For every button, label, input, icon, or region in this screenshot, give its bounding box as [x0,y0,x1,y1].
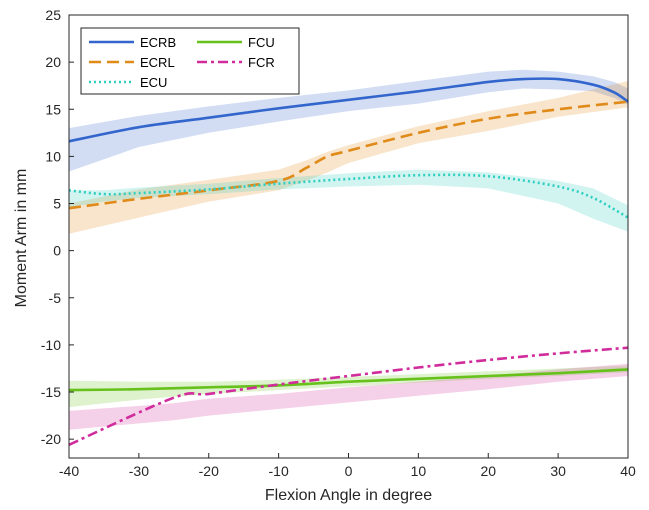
legend-label-fcr: FCR [248,55,275,70]
x-tick-label: 30 [550,463,566,479]
y-tick-label: 15 [45,101,61,117]
series-line-ecu [68,173,629,219]
x-tick-label: 20 [480,463,496,479]
y-tick-label: 20 [45,54,61,70]
y-axis-label: Moment Arm in mm [13,169,30,308]
band-fcr [69,363,628,430]
x-tick-label: -20 [199,463,219,479]
x-tick-label: -10 [269,463,289,479]
series-line-fcr [68,346,629,446]
y-tick-label: 5 [53,196,61,212]
legend-label-ecrl: ECRL [140,55,175,70]
y-tick-label: -15 [41,384,61,400]
legend: ECRB FCU ECRL FCR ECU [80,27,300,95]
y-axis-ticks: 25 20 15 10 5 0 -5 -10 -15 -20 [41,7,74,447]
series-line-ecrb [68,77,629,143]
x-tick-label: -30 [129,463,149,479]
series-line-ecrl [68,100,629,210]
series-lines [68,77,629,446]
y-tick-label: -20 [41,431,61,447]
x-tick-label: 40 [620,463,636,479]
band-ecu [69,169,628,232]
x-tick-label: 10 [411,463,427,479]
x-tick-label: 0 [345,463,353,479]
x-axis-label: Flexion Angle in degree [265,487,432,504]
legend-label-ecu: ECU [140,75,167,90]
y-tick-label: -5 [49,290,62,306]
x-tick-label: -40 [59,463,79,479]
y-tick-label: 25 [45,7,61,23]
y-tick-label: 0 [53,243,61,259]
y-tick-label: -10 [41,337,61,353]
x-axis-ticks: -40 -30 -20 -10 0 10 20 30 40 [59,453,636,479]
y-tick-label: 10 [45,148,61,164]
legend-label-ecrb: ECRB [140,35,176,50]
band-ecrl [69,81,628,234]
legend-label-fcu: FCU [248,35,275,50]
series-line-fcu [68,368,629,392]
